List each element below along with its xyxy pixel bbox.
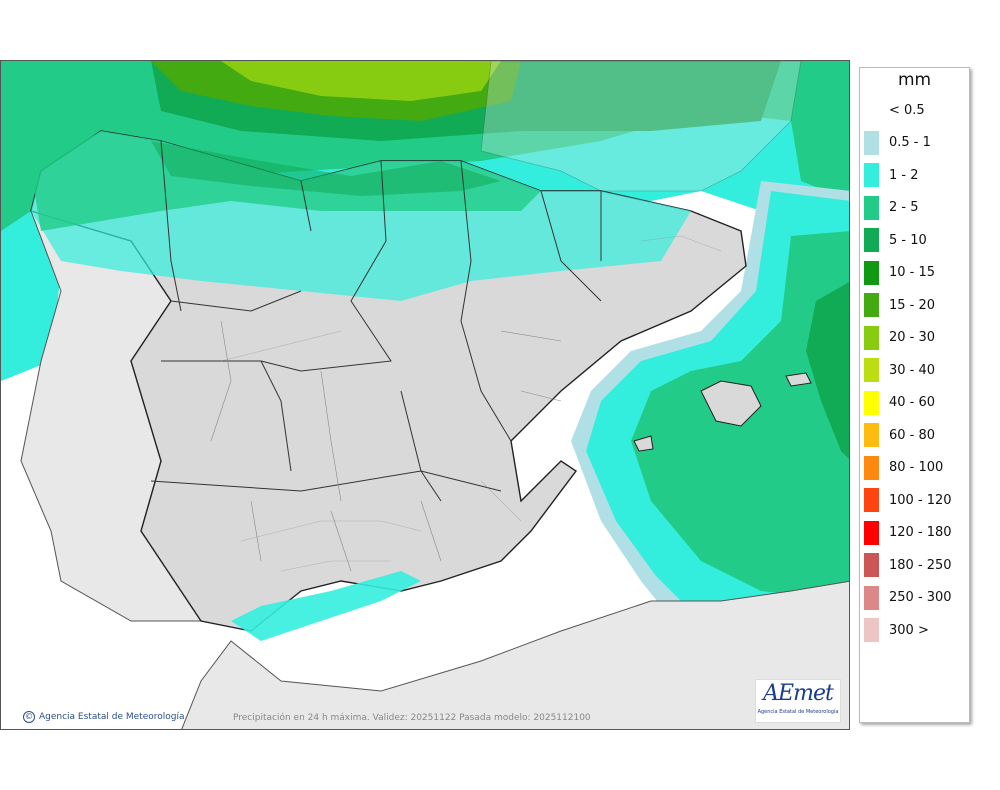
legend-label: 0.5 - 1 [889,135,931,150]
precipitation-map: © Agencia Estatal de Meteorología Precip… [0,60,850,730]
terrain-shading [220,235,722,572]
legend-label: 250 - 300 [889,590,952,605]
copyright-icon: © [23,711,35,723]
legend-item: 5 - 10 [864,228,927,252]
legend-label: 120 - 180 [889,525,952,540]
precip-zone-20-30-atlantic [221,61,501,101]
aemet-logo: AEmet Agencia Estatal de Meteorología [755,679,841,723]
legend-swatch [864,163,879,187]
legend-item: 10 - 15 [864,260,936,285]
legend-label: 30 - 40 [889,362,936,378]
legend-item: 250 - 300 [864,585,952,610]
france-land [480,61,802,192]
legend-item: 2 - 5 [864,195,919,220]
menorca-island [785,372,812,387]
legend-label: 60 - 80 [889,427,936,443]
legend-item: < 0.5 [864,98,925,122]
legend-label: 10 - 15 [889,265,936,280]
credit-text: Agencia Estatal de Meteorología [39,712,185,722]
legend-item: 180 - 250 [864,553,952,577]
legend-swatch [864,618,879,642]
precip-overlay-malaga [231,571,421,641]
legend-swatch [864,325,879,350]
legend-swatch [864,195,879,220]
map-caption: Precipitación en 24 h máxima. Validez: 2… [233,713,591,723]
africa-land [181,580,849,729]
legend-label: 40 - 60 [889,395,936,410]
precipitation-legend: mm < 0.5 0.5 - 1 1 - 2 2 - 5 5 - 10 10 - 15 15… [859,67,970,723]
legend-swatch [864,358,879,382]
legend-item: 60 - 80 [864,423,936,447]
legend-item: 1 - 2 [864,163,919,187]
aemet-logo-mark: AEmet [763,681,834,706]
legend-item: 15 - 20 [864,293,936,317]
legend-swatch [864,130,879,155]
legend-label: 180 - 250 [889,557,952,573]
legend-item: 40 - 60 [864,390,936,415]
legend-item: 20 - 30 [864,325,936,350]
legend-label: 100 - 120 [889,492,952,508]
legend-swatch [864,488,879,512]
legend-label: 2 - 5 [889,200,919,215]
ibiza-island [633,435,654,452]
legend-label: 20 - 30 [889,330,936,345]
legend-swatch [864,228,879,252]
map-canvas [1,61,849,729]
legend-item: 120 - 180 [864,520,952,545]
legend-label: 1 - 2 [889,167,919,183]
legend-swatch [864,520,879,545]
aemet-credit: © Agencia Estatal de Meteorología [23,711,185,723]
legend-title: mm [897,70,932,90]
legend-label: 5 - 10 [889,232,927,248]
legend-swatch [864,293,879,317]
legend-label: 300 > [889,622,929,638]
legend-item: 30 - 40 [864,358,936,382]
precip-zone-5-10-med [806,282,849,459]
legend-item: 300 > [864,618,929,642]
legend-label: 15 - 20 [889,297,936,313]
legend-swatch [864,455,879,480]
legend-swatch [864,585,879,610]
legend-item: 80 - 100 [864,455,944,480]
precip-overlay-cantabria [151,141,501,196]
region-borders [150,140,602,502]
legend-swatch [864,423,879,447]
legend-item: 0.5 - 1 [864,130,931,155]
mallorca-island [700,380,762,427]
legend-label: 80 - 100 [889,460,944,475]
legend-item: 100 - 120 [864,488,952,512]
legend-swatch [864,98,879,122]
legend-label: < 0.5 [889,102,925,118]
legend-swatch [864,390,879,415]
aemet-logo-subtitle: Agencia Estatal de Meteorología [757,709,839,715]
legend-swatch [864,260,879,285]
legend-swatch [864,553,879,577]
